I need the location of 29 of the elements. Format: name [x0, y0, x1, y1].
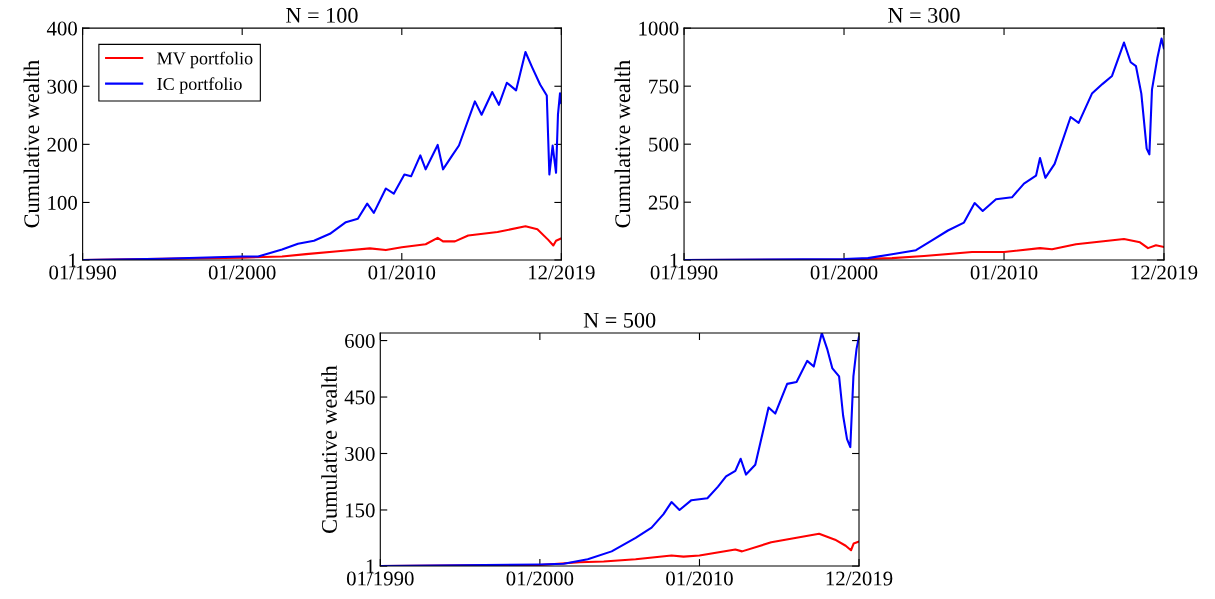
x-tick-label: 01/2010: [368, 265, 436, 280]
y-axis-title: Cumulative wealth: [321, 365, 337, 533]
y-tick-label: 500: [649, 137, 679, 152]
y-tick-label: 100: [48, 195, 77, 210]
y-tick-label: 1000: [639, 21, 679, 36]
x-tick-label: 01/2010: [666, 571, 733, 586]
y-tick-label: 300: [345, 446, 375, 461]
x-tick-label: 01/2000: [208, 265, 276, 280]
y-tick-label: 600: [345, 333, 375, 349]
y-tick-label: 250: [648, 195, 679, 210]
x-tick-label: 01/2000: [506, 571, 574, 586]
x-tick-label: 12/2019: [529, 265, 595, 280]
x-tick-label: 01/2000: [810, 265, 878, 280]
y-tick-label: 750: [649, 79, 679, 94]
y-axis-title: Cumulative wealth: [614, 60, 631, 228]
y-tick-label: 300: [47, 79, 77, 94]
x-tick-label: 12/2019: [1131, 265, 1198, 280]
y-tick-label: 400: [46, 21, 77, 36]
chart-title: N = 300: [888, 7, 960, 23]
legend-label: MV portfolio: [157, 51, 253, 69]
y-tick-label: 150: [346, 503, 375, 518]
x-tick-label: 01/2010: [970, 265, 1038, 280]
y-axis-title: Cumulative wealth: [23, 60, 40, 228]
y-tick-label: 200: [47, 137, 77, 152]
x-tick-label: 12/2019: [826, 571, 893, 586]
legend-label: IC portfolio: [157, 77, 242, 94]
chart-title: N = 500: [583, 312, 656, 328]
y-tick-label: 450: [344, 390, 375, 405]
chart-title: N = 100: [286, 7, 358, 23]
